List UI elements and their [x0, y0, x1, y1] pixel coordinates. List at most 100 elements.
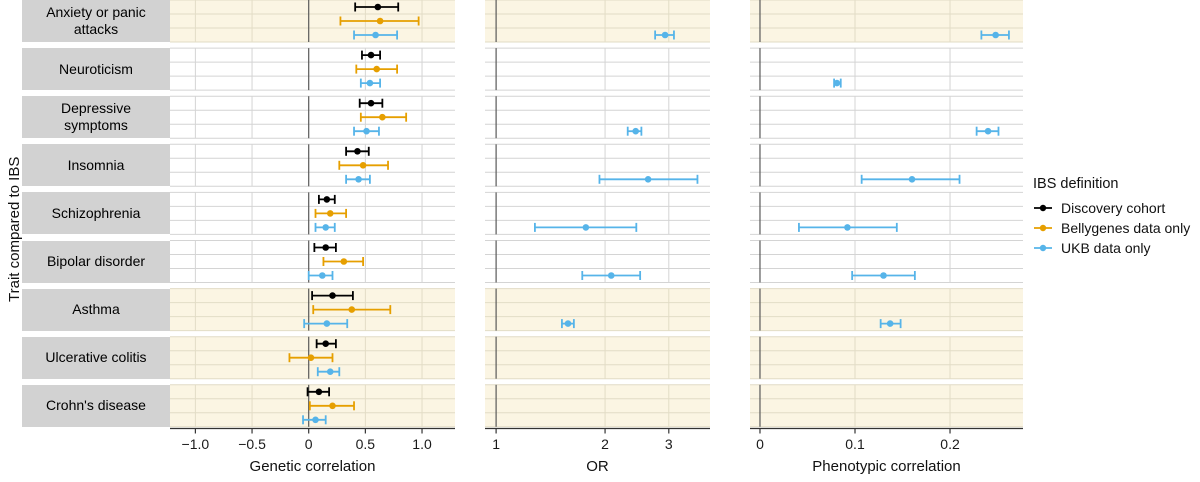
errorbar-ukb	[561, 319, 575, 329]
errorbar-ukb	[307, 271, 334, 280]
row-highlight	[485, 288, 710, 331]
trait-label: Anxiety or panic attacks	[22, 0, 170, 42]
point-estimate-dot	[564, 320, 572, 327]
point-estimate-dot	[880, 272, 887, 279]
errorbar-ukb	[851, 271, 916, 280]
point-estimate-dot	[319, 272, 326, 279]
trait-label-text: Neuroticism	[59, 60, 133, 77]
point-estimate-dot	[323, 196, 331, 203]
y-axis-title: Trait compared to IBS	[6, 156, 23, 302]
legend-marker-dot	[1039, 224, 1047, 232]
errorbar-bellygenes	[308, 401, 355, 411]
point-estimate-dot	[379, 113, 386, 121]
row-highlight	[485, 336, 710, 379]
legend-item-label: Bellygenes data only	[1061, 220, 1191, 236]
legend-item: Discovery cohort	[1033, 200, 1165, 216]
errorbar-ukb	[860, 174, 961, 184]
errorbar-discovery	[318, 194, 336, 204]
point-estimate-dot	[373, 65, 380, 73]
errorbar-ukb	[353, 126, 380, 136]
errorbar-ukb	[879, 319, 902, 329]
errorbar-ukb	[654, 30, 675, 40]
x-axis-title: Genetic correlation	[249, 458, 376, 475]
x-tick-label: 0	[756, 436, 764, 452]
x-axis-title: OR	[586, 458, 609, 475]
row-highlight	[750, 384, 1023, 427]
trait-label-text: Asthma	[72, 301, 120, 318]
point-estimate-dot	[363, 127, 370, 135]
x-tick-label: 0.1	[845, 436, 865, 452]
point-estimate-dot	[348, 306, 356, 313]
errorbar-discovery	[354, 2, 400, 12]
legend-item-label: UKB data only	[1061, 240, 1151, 256]
legend-marker-icon	[1034, 224, 1052, 232]
point-estimate-dot	[329, 402, 336, 410]
trait-label: Insomnia	[22, 144, 170, 187]
errorbar-bellygenes	[338, 160, 389, 170]
point-estimate-dot	[367, 51, 375, 59]
point-estimate-dot	[322, 244, 330, 251]
errorbar-ukb	[534, 222, 638, 232]
x-tick-label: 2	[601, 436, 609, 452]
point-estimate-dot	[644, 176, 652, 183]
errorbar-bellygenes	[314, 208, 347, 218]
errorbar-bellygenes	[312, 305, 392, 315]
point-estimate-dot	[323, 320, 331, 327]
errorbar-discovery	[315, 339, 337, 349]
errorbar-discovery	[311, 291, 354, 301]
row-highlight	[750, 336, 1023, 379]
point-estimate-dot	[312, 416, 319, 424]
point-estimate-dot	[322, 224, 330, 231]
point-estimate-dot	[329, 292, 336, 299]
point-estimate-dot	[886, 320, 894, 327]
errorbar-ukb	[302, 415, 327, 425]
x-tick-label: −0.5	[238, 436, 266, 452]
point-estimate-dot	[661, 31, 669, 39]
trait-label-text: Schizophrenia	[51, 204, 141, 221]
errorbar-ukb	[314, 222, 336, 232]
point-estimate-dot	[315, 388, 323, 396]
errorbar-ukb	[626, 126, 643, 136]
errorbar-ukb	[303, 319, 349, 329]
point-estimate-dot	[307, 354, 315, 362]
point-estimate-dot	[355, 176, 362, 183]
legend-title: IBS definition	[1033, 176, 1119, 192]
x-tick-label: 3	[664, 436, 673, 452]
errorbar-ukb	[316, 367, 341, 377]
errorbar-ukb	[975, 126, 1000, 136]
trait-label-text: Bipolar disorder	[46, 252, 146, 269]
trait-label: Schizophrenia	[22, 192, 170, 235]
errorbar-discovery	[361, 50, 381, 60]
legend-marker-icon	[1034, 204, 1052, 212]
errorbar-ukb	[359, 78, 381, 88]
errorbar-ukb	[833, 78, 842, 88]
legend-marker-dot	[1039, 244, 1047, 252]
point-estimate-dot	[833, 79, 841, 87]
trait-label-text: Depressive symptoms	[60, 100, 132, 134]
point-estimate-dot	[844, 224, 851, 231]
row-highlight	[750, 0, 1023, 42]
errorbar-ukb	[353, 30, 398, 40]
point-estimate-dot	[340, 258, 348, 265]
trait-label: Ulcerative colitis	[22, 336, 170, 379]
x-tick-label: 0.2	[940, 436, 960, 452]
point-estimate-dot	[326, 210, 334, 217]
x-tick-label: 1	[492, 436, 500, 452]
point-estimate-dot	[322, 340, 330, 348]
errorbar-bellygenes	[355, 64, 398, 74]
point-estimate-dot	[376, 17, 384, 25]
trait-label-text: Ulcerative colitis	[45, 349, 147, 366]
trait-label: Depressive symptoms	[22, 96, 170, 139]
point-estimate-dot	[607, 272, 615, 279]
point-estimate-dot	[582, 224, 590, 231]
x-tick-label: 0	[304, 436, 313, 452]
point-estimate-dot	[354, 148, 361, 155]
trait-label: Crohn's disease	[22, 384, 170, 427]
row-highlight	[485, 0, 710, 42]
errorbar-discovery	[358, 98, 384, 108]
legend-item: Bellygenes data only	[1033, 220, 1190, 236]
point-estimate-dot	[908, 176, 916, 183]
errorbar-bellygenes	[322, 257, 364, 266]
point-estimate-dot	[366, 79, 374, 87]
